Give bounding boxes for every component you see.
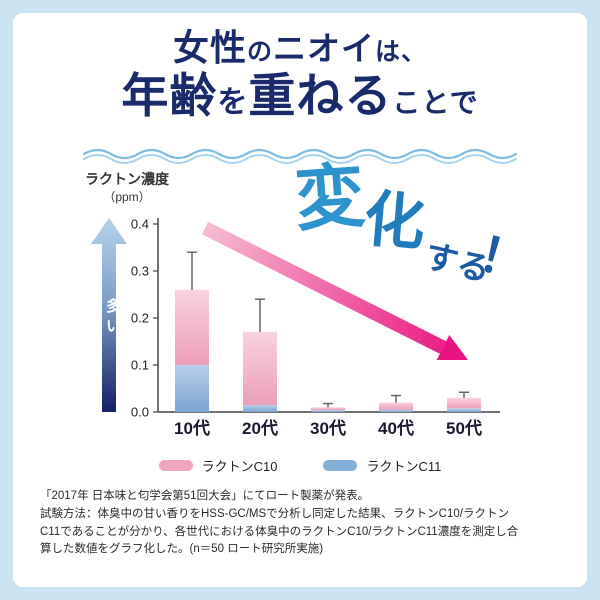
y-tick-label: 0.1 [131,358,149,373]
legend-swatch [323,460,358,471]
title-line-1: 女性のニオイは、 [0,30,600,66]
y-tick-label: 0.2 [131,311,149,326]
title-text: 年齢 [121,69,218,122]
bar-segment [311,407,345,411]
footnote-text: 「2017年 日本味と匂学会第51回大会」にてロート製薬が発表。 試験方法：体臭… [40,490,519,556]
more-arrow-icon [91,218,127,412]
x-tick-label: 40代 [378,418,414,438]
bar-segment [447,397,481,409]
legend-swatch [158,460,193,471]
y-tick-label: 0.0 [131,405,149,420]
y-axis-label-line1: ラクトン濃度 [85,171,169,187]
bar-segment [311,410,345,412]
henka-char-1: 変 [292,158,368,241]
title-text: の [246,38,273,66]
legend-item: ラクトンC10 [158,456,278,475]
legend-item: ラクトンC11 [323,456,441,475]
bar-segment [175,365,209,412]
legend-label: ラクトンC10 [201,459,278,474]
x-tick-label: 20代 [242,418,278,438]
bar-segment [243,332,277,405]
title-text: ことで [392,87,479,118]
bar-segment [379,409,413,412]
title-text: は、 [375,38,428,66]
x-tick-label: 30代 [310,418,346,438]
title-text: を [217,86,249,119]
legend-label: ラクトンC11 [366,459,442,474]
title-line-2: 年齢を重ねることで [0,72,600,119]
legend: ラクトンC10 ラクトンC11 [0,456,600,475]
title-text: 重ねる [248,69,393,122]
wave-underline [83,148,517,164]
x-tick-label: 50代 [446,418,482,438]
y-axis-label: ラクトン濃度 （ppm） [72,170,182,205]
y-tick-label: 0.4 [131,217,149,232]
title-text: 女性 [172,27,247,68]
bar-segment [175,289,209,365]
y-tick-label: 0.3 [131,264,149,279]
y-axis-label-line2: （ppm） [103,189,151,204]
title-text: ニオイ [273,30,375,67]
more-label: 多い [104,298,121,338]
bar-segment [243,404,277,412]
bar-segment [447,408,481,412]
henka-char-2: 化 [361,186,428,259]
bar-segment [379,402,413,410]
x-tick-label: 10代 [174,418,210,438]
